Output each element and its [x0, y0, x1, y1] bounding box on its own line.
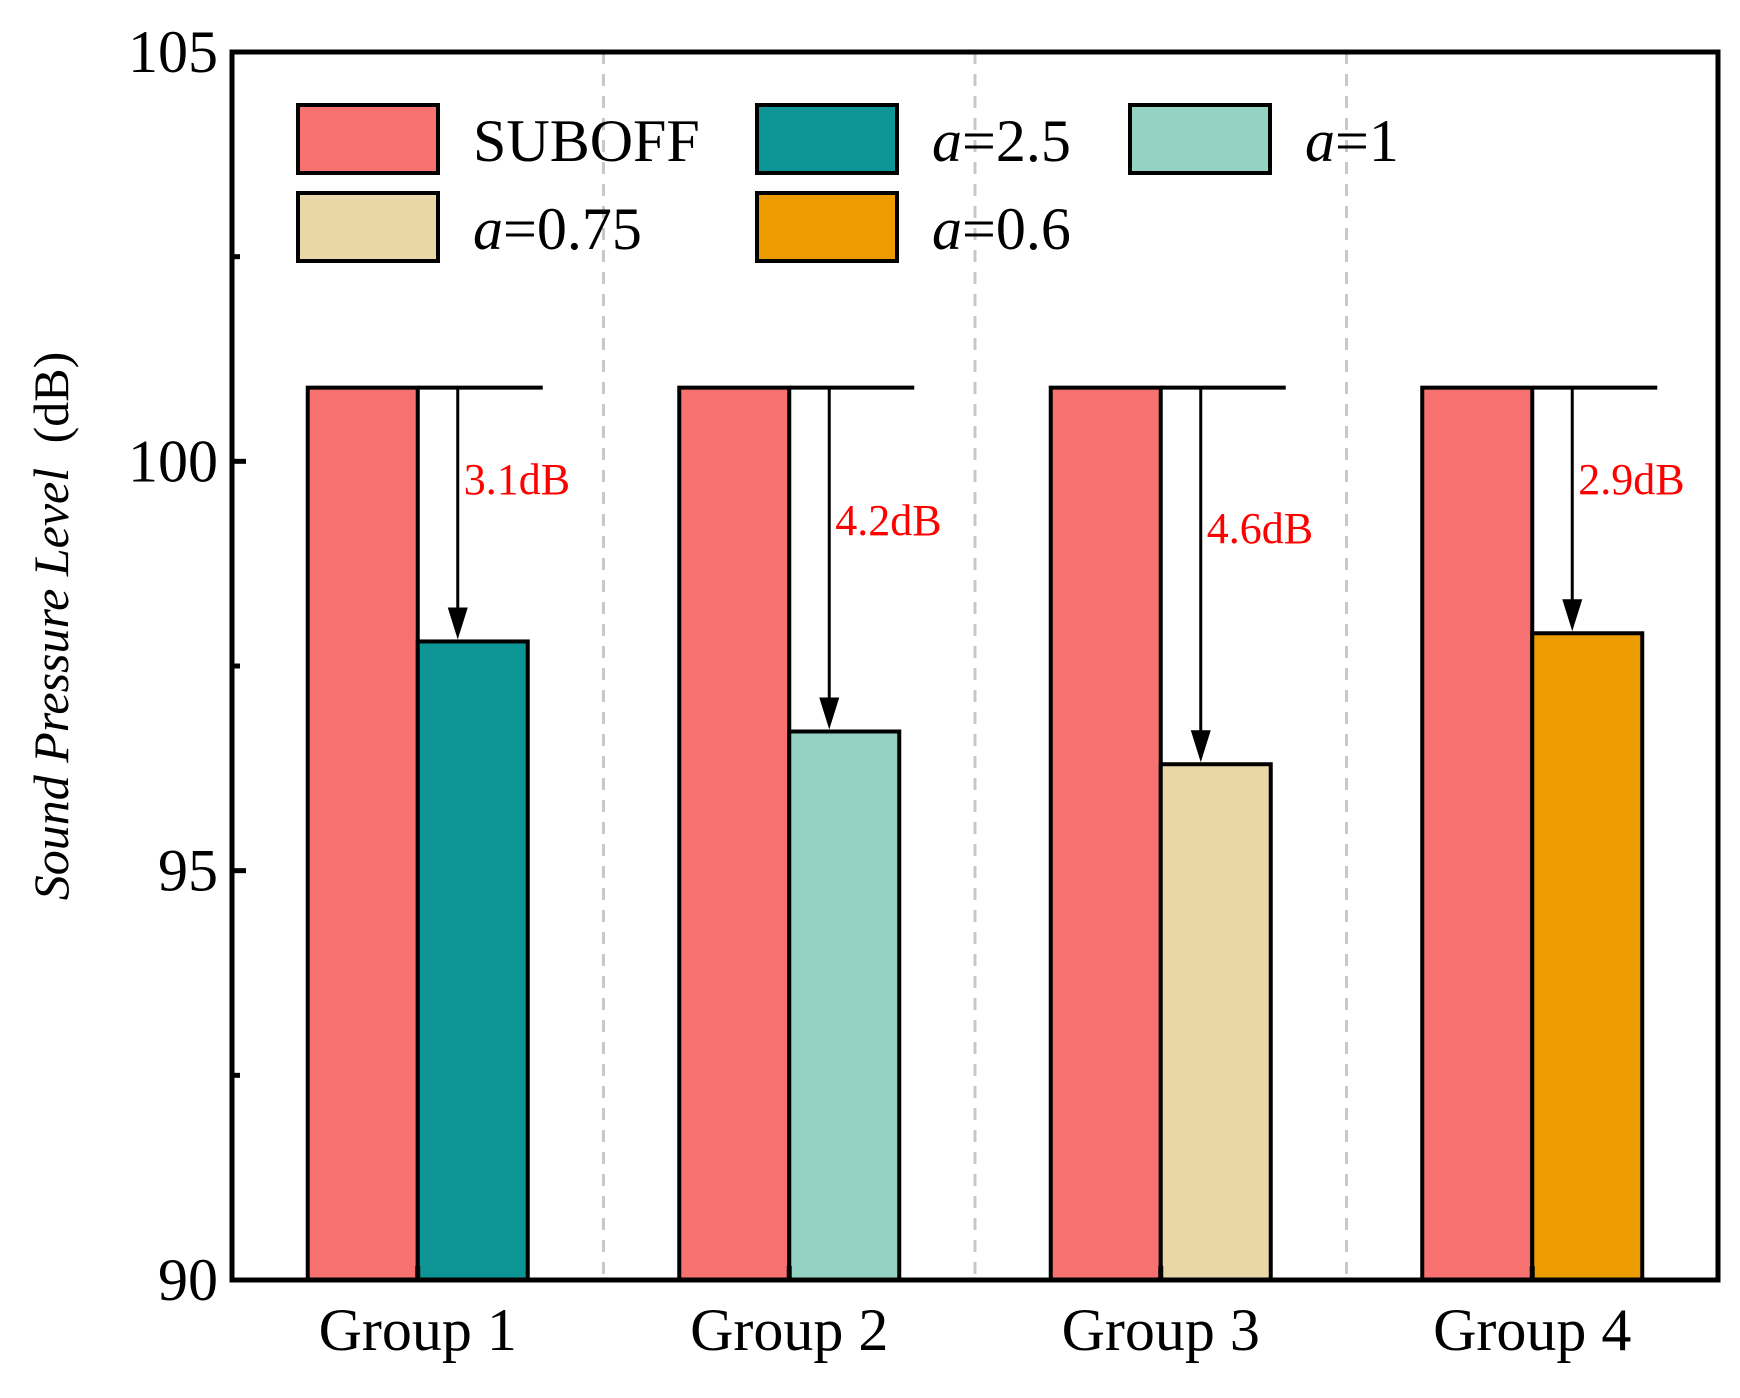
reduction-label: 4.2dB: [835, 496, 941, 545]
y-axis: 90 95 100 105: [128, 19, 246, 1313]
legend-label-value: =2.5: [962, 108, 1071, 174]
reduction-arrow-head: [447, 607, 468, 640]
bars: [305, 385, 1645, 1282]
group-separators: [602, 52, 1348, 1280]
bar-suboff: [305, 385, 420, 1282]
y-tick-label: 95: [158, 838, 218, 904]
legend-swatch: [755, 191, 899, 263]
reduction-label: 2.9dB: [1578, 455, 1684, 504]
bar-variant: [1530, 631, 1645, 1282]
legend-label-symbol: a: [1305, 108, 1335, 174]
legend-swatch: [755, 103, 899, 175]
legend-swatch: [296, 103, 440, 175]
bar-variant: [415, 639, 530, 1282]
legend-label-symbol: a: [473, 196, 503, 262]
legend-label-value: =0.6: [962, 196, 1071, 262]
legend-swatch: [296, 191, 440, 263]
legend-label: a=0.75: [473, 196, 642, 262]
bar-variant: [1158, 762, 1273, 1282]
reduction-arrow-head: [819, 697, 840, 730]
legend-label: a=1: [1305, 108, 1399, 174]
x-tick-label: Group 1: [319, 1297, 517, 1363]
legend-label: a=2.5: [932, 108, 1071, 174]
reduction-arrow-head: [1562, 599, 1583, 632]
reduction-arrow-head: [1190, 730, 1211, 763]
x-tick-label: Group 3: [1062, 1297, 1260, 1363]
reduction-label: 4.6dB: [1207, 504, 1313, 553]
x-tick-label: Group 2: [690, 1297, 888, 1363]
y-tick-label: 90: [158, 1247, 218, 1313]
legend-label-symbol: a: [932, 108, 962, 174]
legend-label: SUBOFF: [473, 108, 700, 174]
legend-label-symbol: a: [932, 196, 962, 262]
legend-label-value: =1: [1335, 108, 1399, 174]
y-tick-label: 105: [128, 19, 218, 85]
legend-label-value: =0.75: [503, 196, 642, 262]
reduction-annotations: 3.1dB 4.2dB 4.6dB 2.9dB: [417, 385, 1685, 763]
y-axis-label-main: Sound Pressure Level: [23, 468, 79, 900]
bar-suboff: [1420, 385, 1535, 1282]
bar-suboff: [677, 385, 792, 1282]
legend-swatch: [1128, 103, 1272, 175]
legend: SUBOFF a=2.5 a=1a=0.75 a=0.6: [296, 103, 1399, 263]
y-axis-label: Sound Pressure Level (dB): [23, 352, 79, 900]
x-axis: Group 1 Group 2 Group 3 Group 4: [319, 1266, 1631, 1363]
y-tick-label: 100: [128, 428, 218, 494]
bar-variant: [787, 729, 902, 1282]
bar-suboff: [1048, 385, 1163, 1282]
y-axis-label-unit: (dB): [23, 352, 79, 444]
legend-label: a=0.6: [932, 196, 1071, 262]
reduction-label: 3.1dB: [464, 455, 570, 504]
x-tick-label: Group 4: [1433, 1297, 1631, 1363]
